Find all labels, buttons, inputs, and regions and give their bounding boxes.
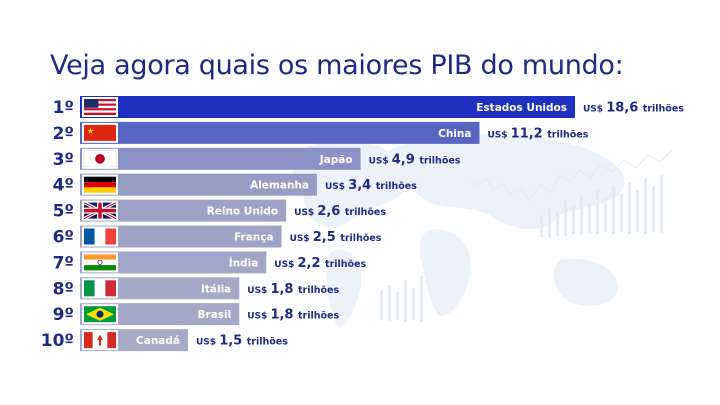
currency-prefix: US$ [583, 105, 606, 115]
value-label: US$ 11,2 trilhões [487, 126, 588, 141]
country-label: Canadá [136, 335, 180, 347]
rank-label: 6º [53, 228, 74, 248]
country-label: Estados Unidos [476, 102, 567, 114]
country-label: China [438, 128, 471, 140]
rank-label: 7º [53, 253, 74, 273]
flag-uk-icon [83, 201, 117, 221]
currency-prefix: US$ [196, 338, 219, 348]
country-label: Alemanha [250, 180, 309, 192]
bar [80, 173, 317, 196]
unit-suffix: trilhões [376, 181, 417, 192]
rank-label: 1º [53, 98, 74, 118]
bar [80, 121, 480, 144]
value-number: 3,4 [348, 178, 376, 193]
currency-prefix: US$ [325, 182, 348, 192]
bar [80, 96, 575, 118]
currency-prefix: US$ [290, 234, 313, 244]
flag-france-icon [84, 228, 116, 245]
rank-label: 8º [53, 279, 74, 299]
flag-usa-icon [84, 99, 116, 115]
value-number: 18,6 [606, 101, 643, 116]
unit-suffix: trilhões [298, 311, 339, 322]
value-label: US$ 3,4 trilhões [325, 178, 417, 193]
currency-prefix: US$ [274, 260, 297, 270]
rank-label: 2º [53, 124, 74, 144]
chart-title: Veja agora quais os maiores PIB do mundo… [50, 50, 624, 81]
unit-suffix: trilhões [298, 285, 339, 296]
value-number: 2,6 [317, 204, 345, 219]
country-label: Itália [201, 283, 231, 295]
unit-suffix: trilhões [419, 155, 460, 166]
flag-germany-icon [84, 176, 116, 193]
value-number: 11,2 [511, 126, 548, 141]
value-label: US$ 2,2 trilhões [274, 256, 366, 271]
rank-label: 4º [53, 176, 74, 196]
unit-suffix: trilhões [643, 104, 684, 115]
unit-suffix: trilhões [247, 337, 288, 348]
currency-prefix: US$ [369, 156, 392, 166]
value-label: US$ 1,8 trilhões [247, 282, 339, 297]
country-label: Japão [319, 154, 353, 166]
value-number: 2,2 [297, 256, 325, 271]
bar [80, 147, 361, 170]
bar [80, 225, 282, 248]
flag-japan-icon [83, 150, 117, 168]
country-label: Índia [229, 256, 259, 269]
flag-italy-icon [84, 280, 116, 297]
bar [80, 303, 240, 326]
unit-suffix: trilhões [547, 129, 588, 140]
value-number: 2,5 [313, 230, 341, 245]
rank-label: 3º [53, 150, 74, 170]
currency-prefix: US$ [294, 208, 317, 218]
bar [80, 251, 267, 274]
flag-brazil-icon [84, 306, 116, 323]
flag-china-icon: ★ [84, 124, 116, 141]
currency-prefix: US$ [247, 312, 270, 322]
value-label: US$ 4,9 trilhões [369, 152, 461, 167]
value-number: 1,5 [219, 334, 247, 349]
rank-label: 9º [53, 305, 74, 325]
value-number: 4,9 [392, 152, 420, 167]
currency-prefix: US$ [247, 286, 270, 296]
rank-label: 5º [53, 202, 74, 222]
flag-canada-icon [84, 332, 116, 349]
rank-label: 10º [41, 331, 74, 351]
bar [80, 199, 287, 222]
flag-india-icon [84, 254, 116, 271]
country-label: Brasil [198, 309, 232, 321]
value-label: US$ 2,6 trilhões [294, 204, 386, 219]
unit-suffix: trilhões [340, 233, 381, 244]
value-number: 1,8 [270, 282, 298, 297]
value-label: US$ 2,5 trilhões [290, 230, 382, 245]
unit-suffix: trilhões [345, 207, 386, 218]
value-number: 1,8 [270, 308, 298, 323]
value-label: US$ 1,8 trilhões [247, 308, 339, 323]
svg-text:★: ★ [87, 127, 94, 136]
unit-suffix: trilhões [325, 259, 366, 270]
bar [80, 277, 240, 300]
value-label: US$ 18,6 trilhões [583, 101, 684, 116]
country-label: França [234, 232, 274, 244]
currency-prefix: US$ [487, 130, 510, 140]
value-label: US$ 1,5 trilhões [196, 334, 288, 349]
country-label: Reino Unido [207, 206, 278, 218]
